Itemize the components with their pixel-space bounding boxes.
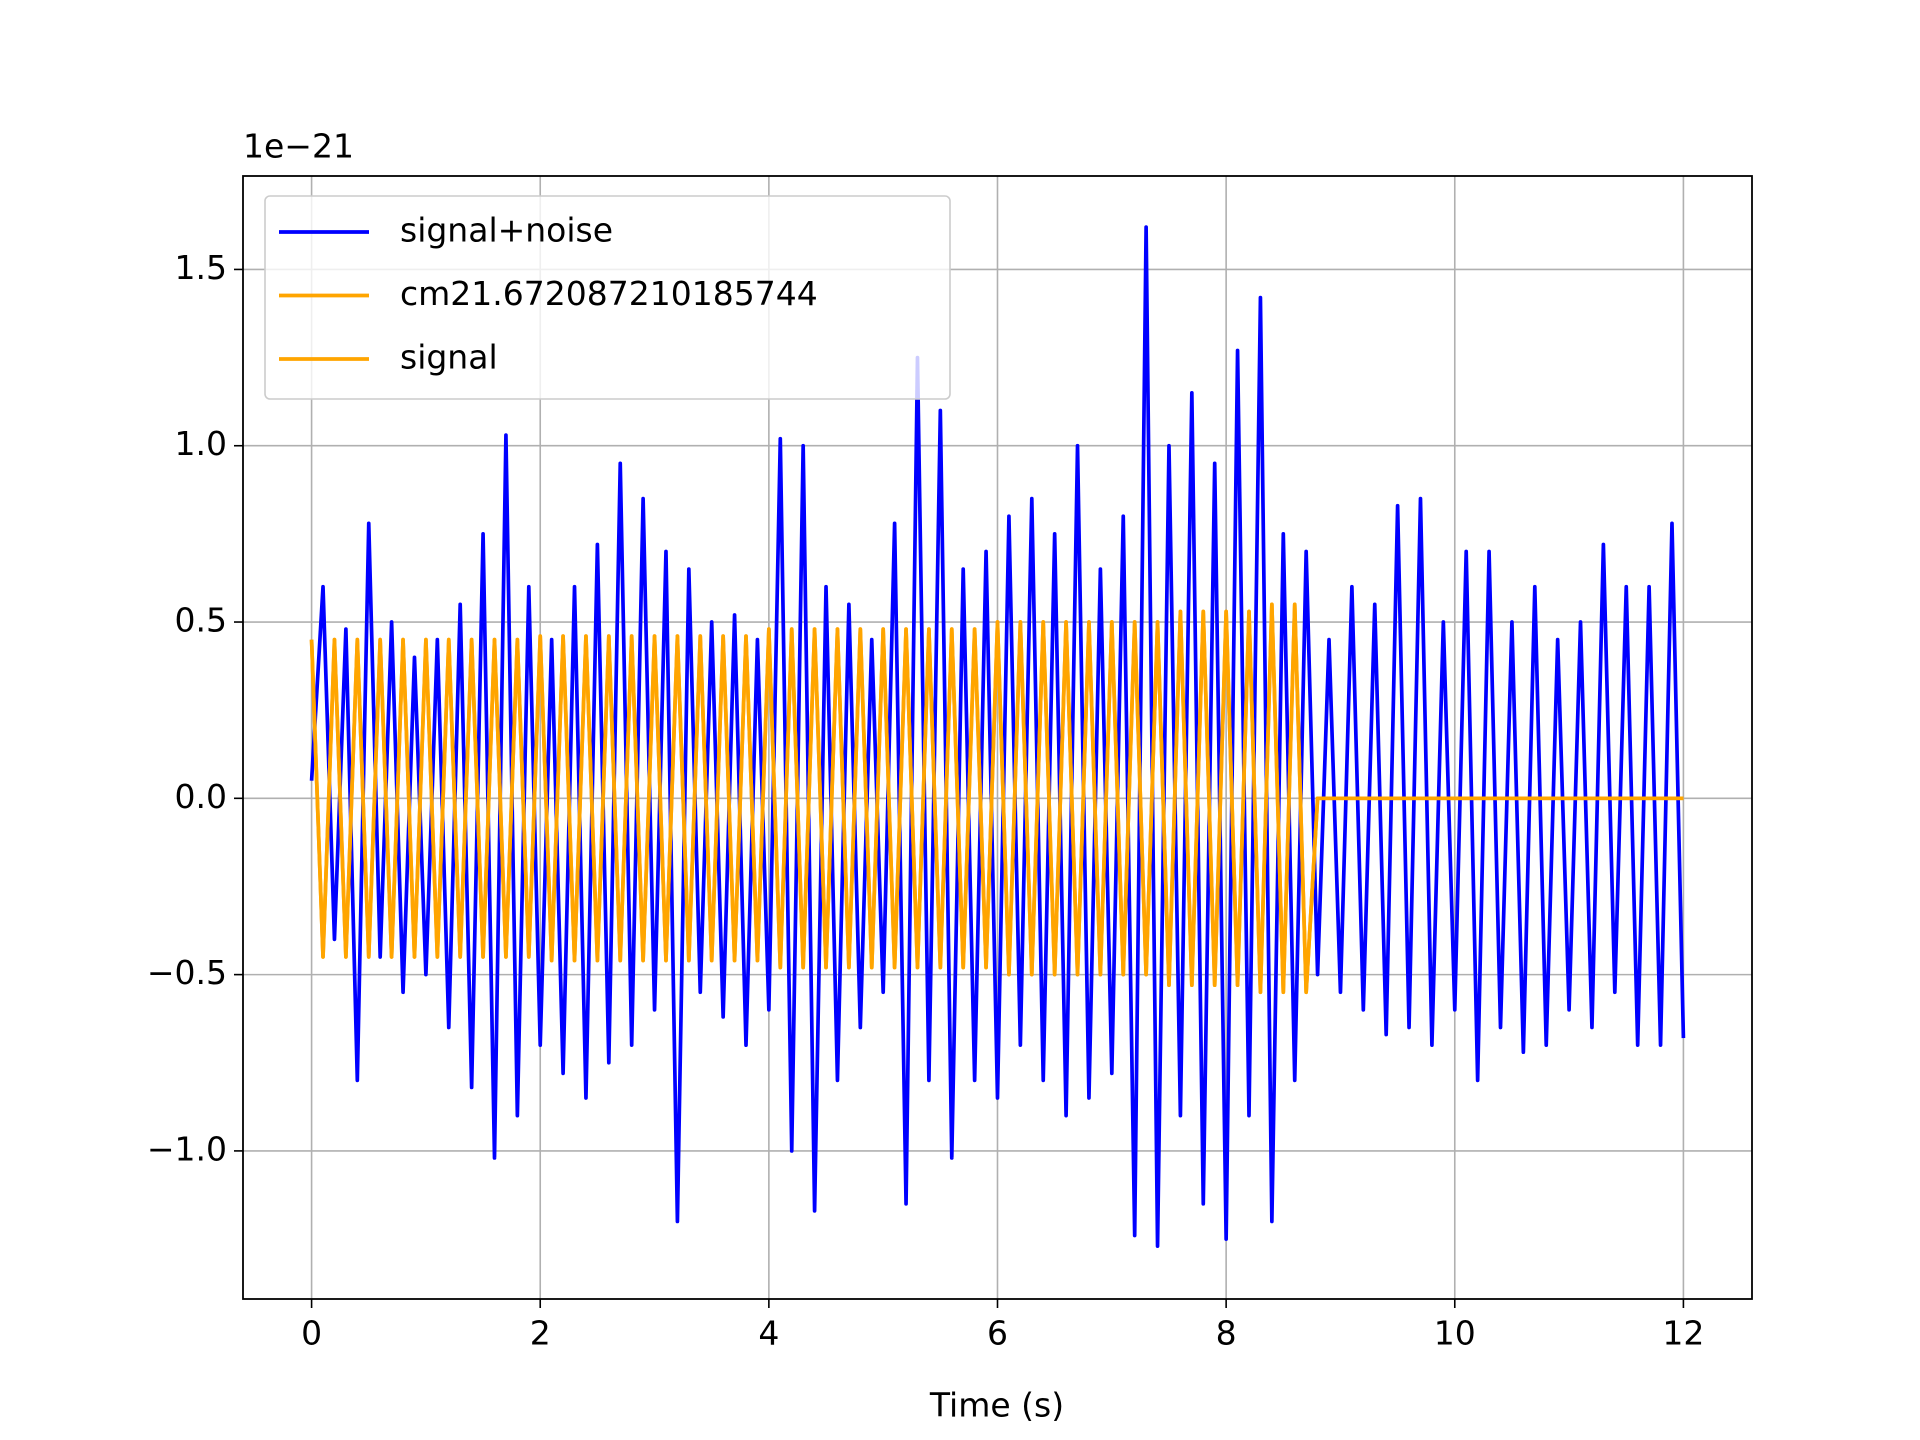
x-tick-label: 10 [1434, 1314, 1476, 1353]
legend-label: signal+noise [400, 211, 613, 250]
series-line [309, 602, 1684, 995]
series-line [309, 225, 1686, 1248]
x-tick-label: 6 [987, 1314, 1008, 1353]
y-tick-label: 0.5 [175, 601, 227, 640]
y-tick-label: −0.5 [147, 953, 227, 992]
y-offset-label: 1e−21 [243, 127, 354, 166]
legend-label: cm21.672087210185744 [400, 274, 818, 313]
y-tick-label: 1.0 [175, 424, 227, 463]
x-tick-label: 0 [301, 1314, 322, 1353]
legend-label: signal [400, 338, 498, 377]
x-axis-label: Time (s) [929, 1386, 1064, 1425]
y-tick-label: 0.0 [175, 777, 227, 816]
legend-box [264, 195, 951, 400]
x-tick-label: 4 [758, 1314, 779, 1353]
x-tick-label: 2 [530, 1314, 551, 1353]
x-tick-label: 12 [1662, 1314, 1704, 1353]
plot-frame [242, 175, 1753, 1300]
y-tick-label: 1.5 [175, 248, 227, 287]
x-tick-label: 8 [1216, 1314, 1237, 1353]
y-tick-label: −1.0 [147, 1129, 227, 1168]
